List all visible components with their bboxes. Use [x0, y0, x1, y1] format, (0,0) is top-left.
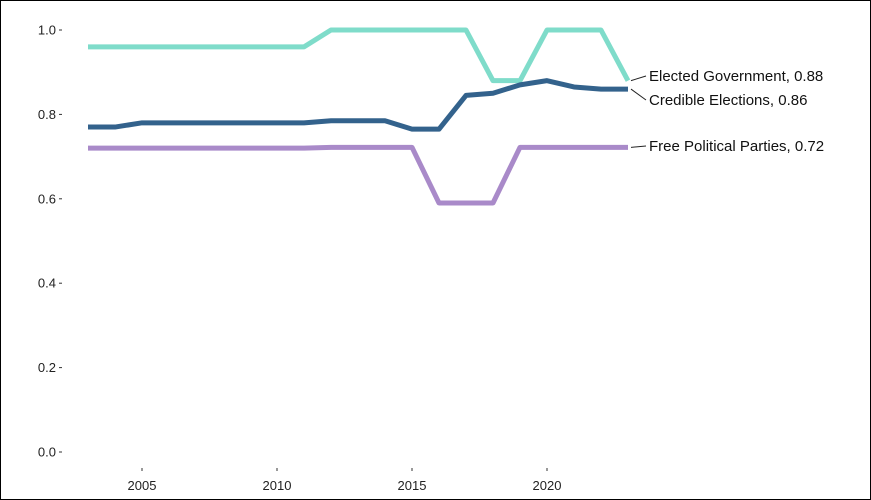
- label-leader-line: [630, 75, 647, 82]
- series-end-label: Elected Government, 0.88: [649, 68, 823, 85]
- y-tick-label: 1.0: [38, 23, 56, 38]
- y-tick-label: 0.0: [38, 445, 56, 460]
- series-end-label: Free Political Parties, 0.72: [649, 138, 824, 155]
- label-leader-line: [630, 88, 647, 101]
- label-leader-line: [630, 145, 647, 148]
- series-line-elected-government: [88, 27, 631, 84]
- y-tick-label: 0.6: [38, 191, 56, 206]
- x-tick-label: 2010: [263, 478, 292, 493]
- y-tick-label: 0.8: [38, 107, 56, 122]
- x-tick-label: 2015: [398, 478, 427, 493]
- y-axis: 0.0 0.2 0.4 0.6 0.8 1.0: [38, 23, 62, 460]
- series-end-labels: Elected Government, 0.88 Credible Electio…: [630, 68, 824, 155]
- y-tick-label: 0.4: [38, 276, 56, 291]
- x-axis: 2005 2010 2015 2020: [128, 468, 562, 493]
- series-line-credible-elections: [88, 78, 628, 132]
- series-end-label: Credible Elections, 0.86: [649, 92, 807, 109]
- x-tick-label: 2020: [533, 478, 562, 493]
- series-line-free-political-parties: [88, 144, 628, 206]
- y-tick-label: 0.2: [38, 360, 56, 375]
- series-lines: [88, 27, 631, 206]
- x-tick-label: 2005: [128, 478, 157, 493]
